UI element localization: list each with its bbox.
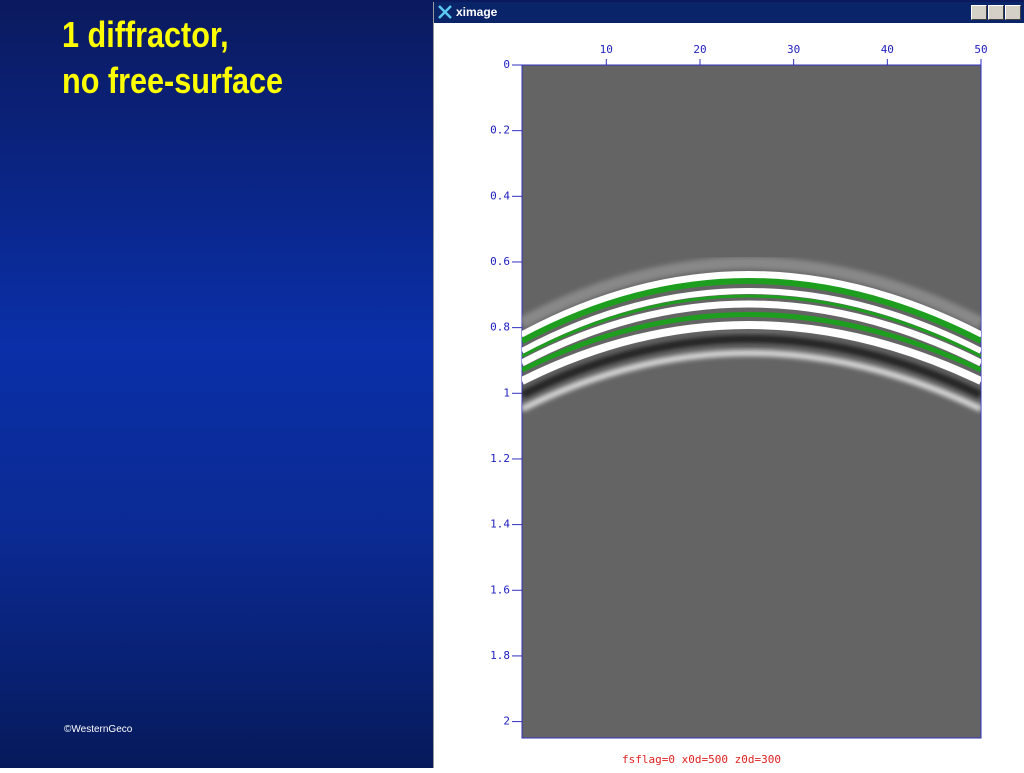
y-tick-label: 1.6	[490, 583, 510, 596]
y-tick-label: 0.4	[490, 189, 510, 202]
y-tick-label: 1.8	[490, 649, 510, 662]
seismic-event	[522, 257, 981, 412]
x-tick-label: 20	[693, 43, 706, 56]
y-tick-label: 0	[503, 58, 510, 71]
plot: 10 20 30 40 50 0 0.2 0.4 0.6 0.8 1 1.2 1.4 1.6 1.8 2 fsf…	[490, 43, 988, 766]
slide-title: 1 diffractor, no free-surface	[62, 12, 283, 104]
y-tick-label: 0.8	[490, 321, 510, 334]
window: ximage 10 20 30 40 50 0 0.2 0.4 0.6 0.8 1 1.2 1.4 1	[433, 2, 1024, 768]
window-title: ximage	[456, 5, 498, 19]
y-tick-label: 0.2	[490, 124, 510, 137]
y-tick-label: 1.4	[490, 518, 510, 531]
y-tick-label: 0.6	[490, 255, 510, 268]
x-tick-label: 10	[600, 43, 613, 56]
y-tick-label: 1.2	[490, 452, 510, 465]
x-tick-label: 50	[974, 43, 987, 56]
x-tick-label: 30	[787, 43, 800, 56]
caption: fsflag=0 x0d=500 z0d=300	[622, 753, 781, 766]
app-icon	[438, 5, 452, 19]
x-tick-label: 40	[881, 43, 894, 56]
title-line: 1 diffractor,	[62, 14, 229, 55]
image-area	[521, 64, 982, 739]
close-button[interactable]	[1005, 5, 1021, 20]
title-bar: ximage	[434, 2, 1024, 23]
y-tick-label: 2	[503, 715, 510, 728]
copyright: ©WesternGeco	[64, 724, 133, 735]
y-tick-label: 1	[503, 386, 510, 399]
maximize-button[interactable]	[988, 5, 1004, 20]
title-line: no free-surface	[62, 60, 284, 101]
minimize-button[interactable]	[971, 5, 987, 20]
